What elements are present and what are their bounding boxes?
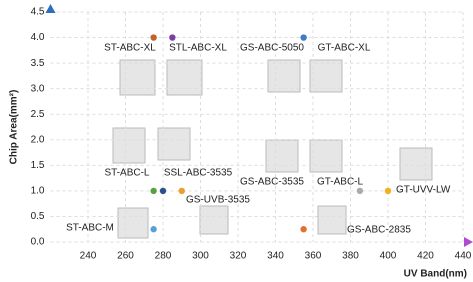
y-tick-label: 4.5 xyxy=(31,7,45,18)
y-tick-label: 4.0 xyxy=(31,32,45,43)
x-tick-label: 340 xyxy=(267,251,284,262)
point-label: GS-UVB-3535 xyxy=(186,195,250,206)
x-tick-label: 360 xyxy=(305,251,322,262)
point-label: GS-ABC-3535 xyxy=(240,177,304,188)
y-axis-title: Chip Area(mm²) xyxy=(9,90,20,165)
y-tick-label: 3.5 xyxy=(31,58,45,69)
x-tick-label: 380 xyxy=(342,251,359,262)
chart: Chip Area(mm²) UV Band(nm) 0.0 0.5 1.0 1.5 2… xyxy=(0,0,473,282)
point-label: ST-ABC-L xyxy=(104,168,149,179)
point xyxy=(179,188,185,194)
point xyxy=(357,188,363,194)
y-tick-label: 1.5 xyxy=(31,160,45,171)
y-tick-label: 2.5 xyxy=(31,109,45,120)
point xyxy=(385,188,391,194)
page: body { margin: 0; font-family: "Liberati… xyxy=(0,0,473,282)
point xyxy=(300,226,306,232)
x-axis-arrow xyxy=(464,237,473,247)
point xyxy=(150,188,156,194)
point-label: ST-ABC-XL xyxy=(104,43,156,54)
point xyxy=(150,34,156,40)
point-label: GT-UVV-LW xyxy=(396,185,451,196)
x-tick-label: 400 xyxy=(380,251,397,262)
point xyxy=(169,34,175,40)
x-tick-label: 300 xyxy=(192,251,209,262)
point-label: GS-ABC-5050 xyxy=(240,43,304,54)
x-tick-label: 280 xyxy=(155,251,172,262)
y-tick-label: 3.0 xyxy=(31,83,45,94)
y-axis-arrow xyxy=(46,4,56,13)
point-label: SSL-ABC-3535 xyxy=(164,168,233,179)
y-tick-label: 1.0 xyxy=(31,186,45,197)
y-tick-label: 0.0 xyxy=(31,237,45,248)
point xyxy=(300,34,306,40)
x-tick-label: 440 xyxy=(455,251,472,262)
x-tick-label: 320 xyxy=(230,251,247,262)
body: {"chart_data": {"type": "scatter", "x_la… xyxy=(0,0,473,282)
point-label: STL-ABC-XL xyxy=(169,43,227,54)
y-tick-label: 2.0 xyxy=(31,134,45,145)
point xyxy=(150,226,156,232)
annotation: GT-ABC-L xyxy=(317,177,364,188)
annotation: GT-ABC-XL xyxy=(318,43,371,54)
y-tick-label: 0.5 xyxy=(31,211,45,222)
x-tick-label: 420 xyxy=(417,251,434,262)
point-label: ST-ABC-M xyxy=(66,223,114,234)
point xyxy=(160,188,166,194)
point-label: GS-ABC-2835 xyxy=(347,225,411,236)
x-tick-label: 240 xyxy=(80,251,97,262)
x-axis-title: UV Band(nm) xyxy=(404,269,467,280)
x-tick-label: 260 xyxy=(117,251,134,262)
product-images xyxy=(113,60,432,238)
